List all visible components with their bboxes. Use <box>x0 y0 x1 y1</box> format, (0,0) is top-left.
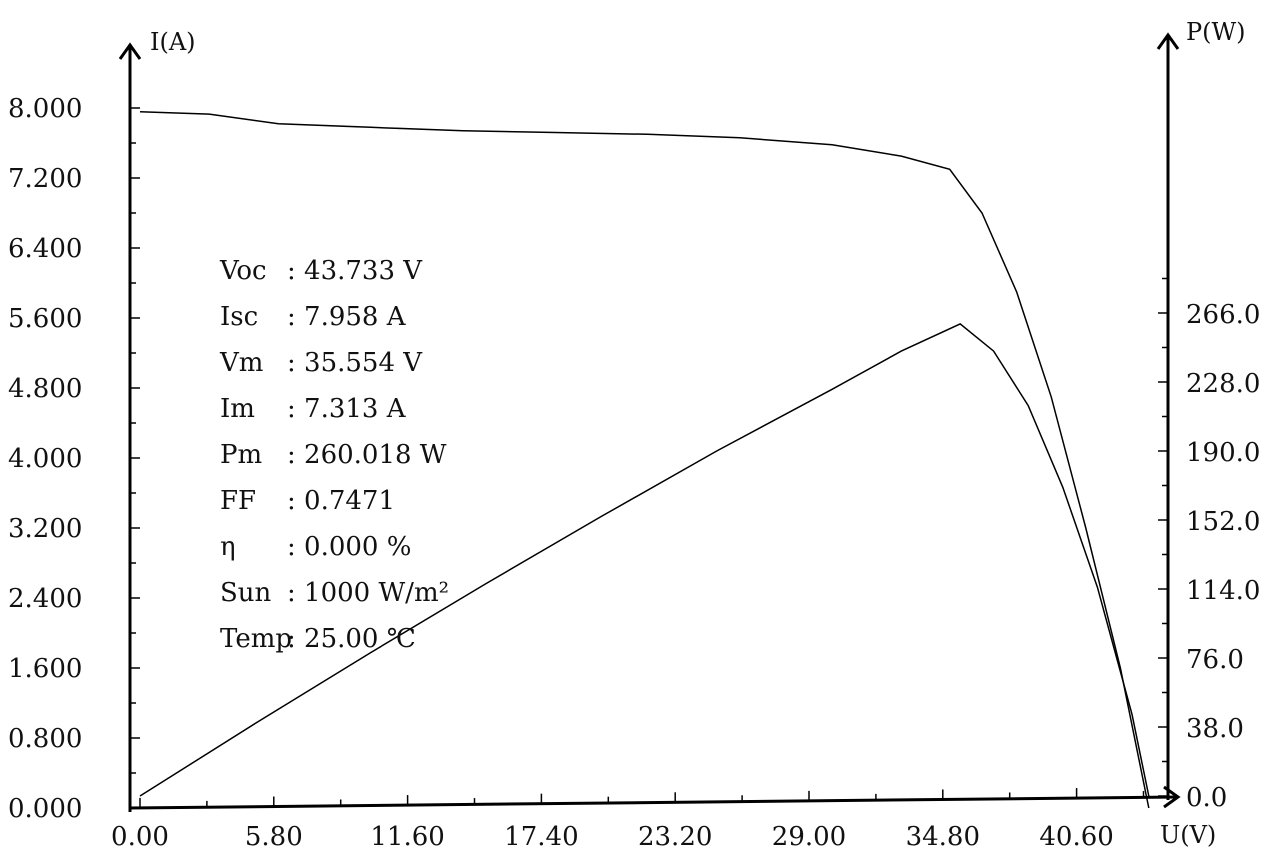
y2-tick-label: 114.0 <box>1186 576 1260 606</box>
param-label: FF <box>220 486 256 516</box>
y2-tick-label: 152.0 <box>1186 507 1260 537</box>
param-label: η <box>220 532 236 562</box>
param-value: : 7.313 A <box>287 394 407 424</box>
y-tick-label: 4.800 <box>8 374 82 404</box>
x-tick-label: 29.00 <box>772 822 846 852</box>
param-value: : 0.000 % <box>287 532 411 562</box>
param-label: Voc <box>219 256 267 286</box>
y-tick-label: 0.000 <box>8 794 82 824</box>
param-value: : 25.00 ℃ <box>287 624 416 654</box>
x-tick-label: 17.40 <box>504 822 578 852</box>
param-label: Isc <box>220 302 258 332</box>
y-tick-label: 7.200 <box>8 164 82 194</box>
tick-labels: 0.000 0.800 1.600 2.400 3.200 4.000 4.800 5.600… <box>8 94 1260 852</box>
y2-tick-label: 0.0 <box>1186 783 1227 813</box>
x-tick-label: 0.00 <box>111 822 169 852</box>
param-label: Im <box>220 394 255 424</box>
y2-tick-label: 38.0 <box>1186 714 1244 744</box>
y-tick-label: 3.200 <box>8 514 82 544</box>
y-tick-label: 0.800 <box>8 724 82 754</box>
y2-tick-label: 76.0 <box>1186 645 1244 675</box>
y2-tick-label: 190.0 <box>1186 438 1260 468</box>
y2-axis-arrow <box>1156 32 1180 50</box>
y-tick-label: 5.600 <box>8 304 82 334</box>
y-axis-title: I(A) <box>150 28 196 56</box>
curves <box>139 110 1150 809</box>
x-tick-label: 34.80 <box>906 822 980 852</box>
param-value: : 0.7471 <box>287 486 395 516</box>
y-axis-arrow <box>118 42 142 60</box>
x-axis-line <box>129 795 1179 810</box>
param-value: : 1000 W/m² <box>287 578 449 608</box>
ticks <box>130 107 1168 809</box>
param-label: Vm <box>219 348 263 378</box>
x-tick-label: 5.80 <box>245 822 303 852</box>
param-value: : 35.554 V <box>287 348 423 378</box>
y-tick-label: 6.400 <box>8 234 82 264</box>
y-tick-label: 1.600 <box>8 654 82 684</box>
current-curve <box>139 110 1150 809</box>
param-label: Pm <box>220 440 262 470</box>
x-axis-title: U(V) <box>1160 821 1216 849</box>
y2-axis-title: P(W) <box>1186 18 1246 46</box>
param-label: Temp <box>220 624 292 654</box>
param-value: : 260.018 W <box>287 440 447 470</box>
x-tick-label: 40.60 <box>1039 822 1113 852</box>
y-tick-label: 8.000 <box>8 94 82 124</box>
x-tick-label: 23.20 <box>638 822 712 852</box>
param-value: : 7.958 A <box>287 302 407 332</box>
y-tick-label: 4.000 <box>8 444 82 474</box>
parameter-panel: Voc : 43.733 V Isc : 7.958 A Vm : 35.554 V Im:… <box>219 256 449 654</box>
param-label: Sun <box>220 578 272 608</box>
y-tick-label: 2.400 <box>8 584 82 614</box>
axes <box>118 32 1181 812</box>
x-tick-label: 11.60 <box>370 822 444 852</box>
param-value: : 43.733 V <box>287 256 423 286</box>
y2-tick-label: 266.0 <box>1186 300 1260 330</box>
power-curve <box>139 323 1150 797</box>
y2-tick-label: 228.0 <box>1186 369 1260 399</box>
